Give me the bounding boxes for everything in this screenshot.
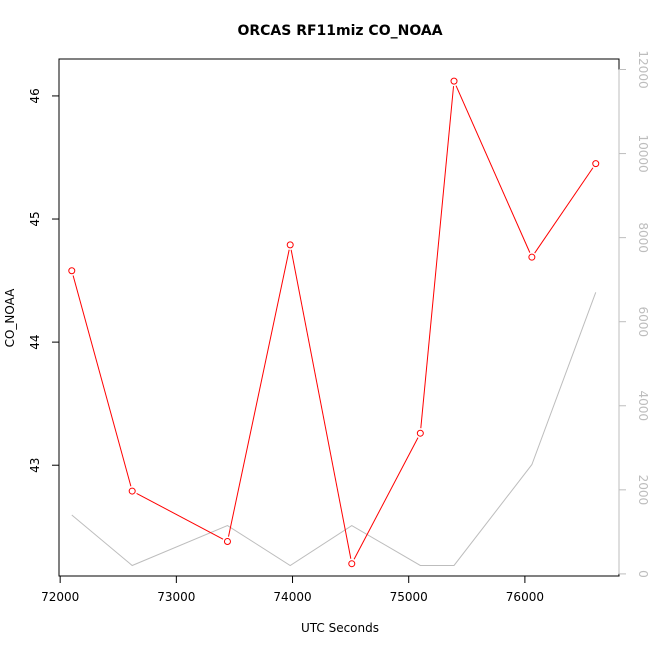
x-tick-label: 73000 — [157, 590, 195, 604]
right-y-tick-label: 2000 — [636, 475, 650, 506]
series-line-segment — [354, 438, 418, 560]
right-y-tick-label: 4000 — [636, 390, 650, 421]
x-tick-label: 76000 — [506, 590, 544, 604]
data-point — [451, 78, 457, 84]
y-axis-label: CO_NOAA — [3, 288, 17, 348]
series-line-segment — [73, 276, 131, 487]
data-point — [129, 488, 135, 494]
series-line-segment — [228, 250, 289, 537]
data-point — [69, 268, 75, 274]
data-point — [417, 430, 423, 436]
y-axis: 43 44 45 46 — [28, 88, 59, 473]
data-point — [349, 561, 355, 567]
data-point — [529, 254, 535, 260]
series-line-segment — [535, 168, 593, 253]
series-line-segment — [421, 86, 454, 428]
y-tick-label: 44 — [28, 334, 42, 349]
y-tick-label: 45 — [28, 211, 42, 226]
data-point — [224, 539, 230, 545]
x-tick-label: 75000 — [390, 590, 428, 604]
series-line-segment — [456, 86, 530, 253]
series-layer — [69, 78, 599, 567]
x-tick-label: 74000 — [273, 590, 311, 604]
right-y-tick-label: 8000 — [636, 222, 650, 253]
data-point — [593, 161, 599, 167]
y-tick-label: 43 — [28, 458, 42, 473]
right-y-tick-label: 6000 — [636, 306, 650, 337]
right-y-axis: 0 2000 4000 6000 8000 10000 12000 — [619, 50, 650, 577]
x-axis: 72000 73000 74000 75000 76000 — [41, 576, 544, 604]
y-tick-label: 46 — [28, 88, 42, 103]
x-axis-label: UTC Seconds — [301, 621, 379, 635]
x-tick-label: 72000 — [41, 590, 79, 604]
right-y-tick-label: 0 — [636, 570, 650, 578]
right-y-tick-label: 12000 — [636, 50, 650, 88]
chart-title: ORCAS RF11miz CO_NOAA — [237, 23, 442, 39]
right-y-tick-label: 10000 — [636, 134, 650, 172]
series-line-segment — [137, 493, 223, 539]
series-line-segment — [291, 250, 351, 559]
secondary-series-line — [72, 292, 596, 565]
data-point — [287, 242, 293, 248]
